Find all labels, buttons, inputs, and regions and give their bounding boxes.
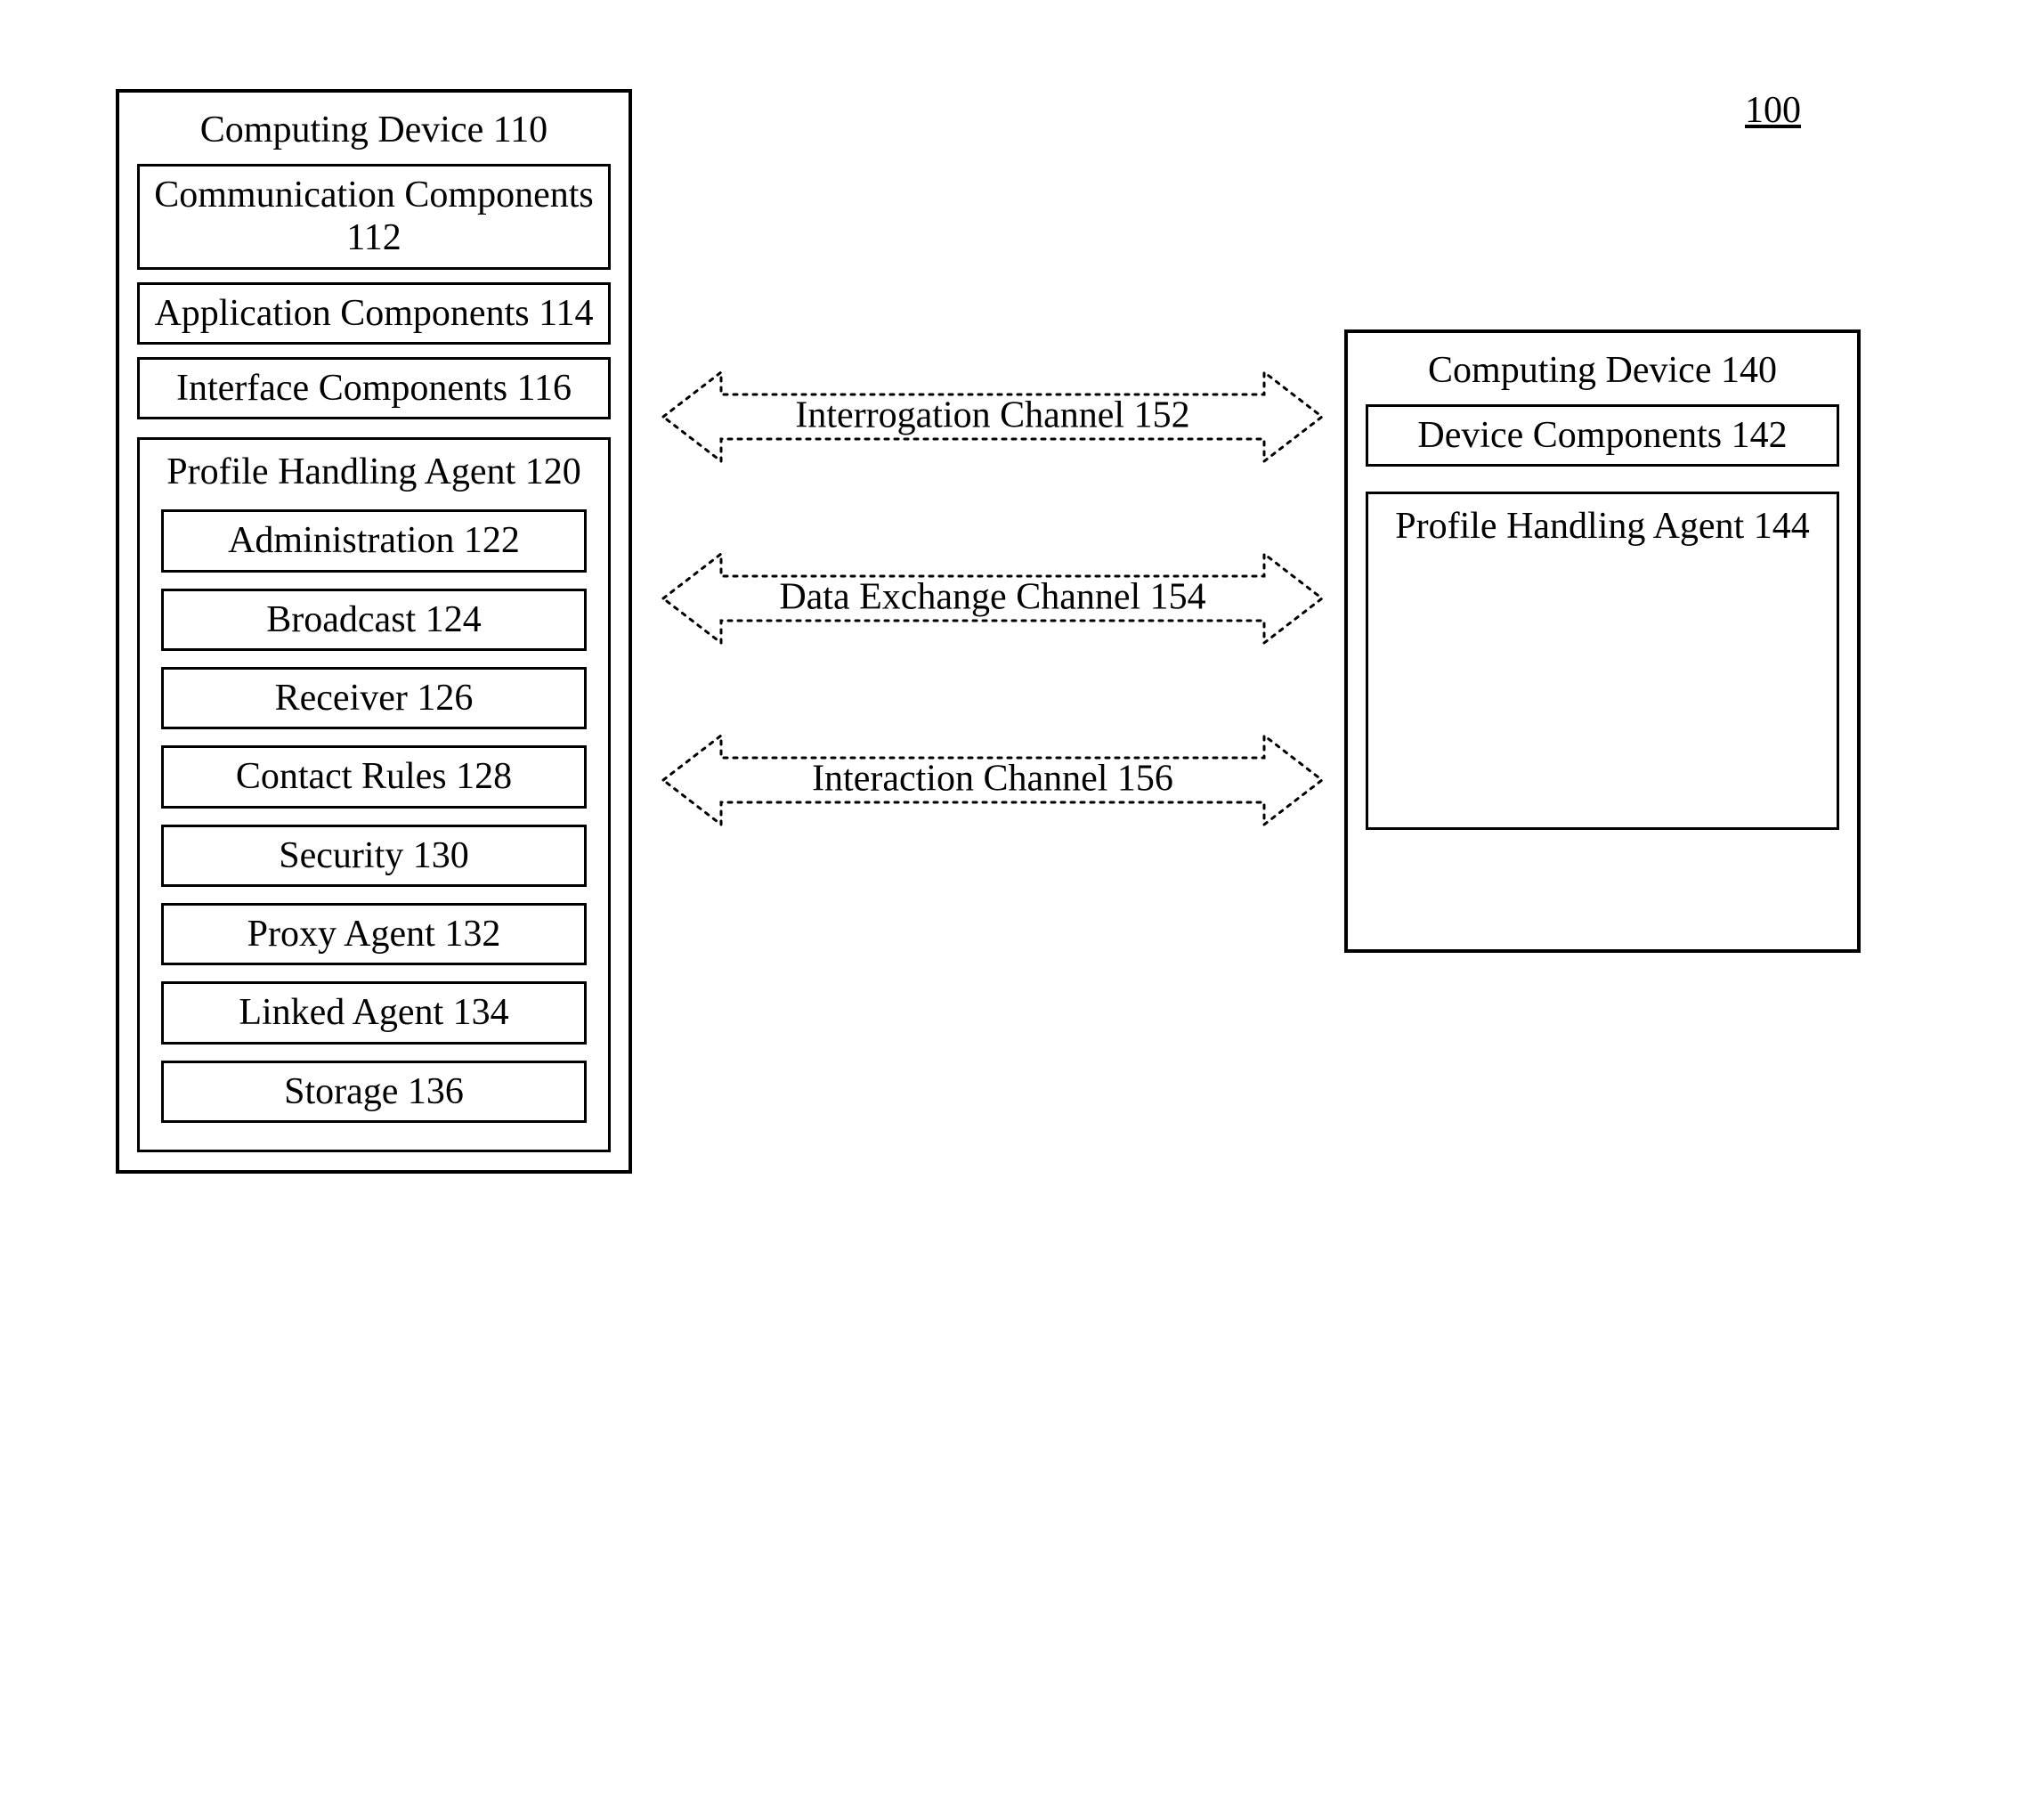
left-agent-title: Profile Handling Agent 120 (149, 451, 599, 493)
agent-component: Storage 136 (161, 1061, 587, 1123)
interrogation-channel-arrow: Interrogation Channel 152 (659, 363, 1326, 470)
figure-number: 100 (1745, 89, 1801, 132)
agent-component: Administration 122 (161, 509, 587, 572)
left-device-component: Interface Components 116 (137, 357, 611, 419)
interaction-channel-arrow: Interaction Channel 156 (659, 727, 1326, 833)
channel-label: Interaction Channel 156 (812, 759, 1173, 800)
agent-component: Receiver 126 (161, 667, 587, 729)
left-device-component: Application Components 114 (137, 282, 611, 345)
left-computing-device: Computing Device 110 Communication Compo… (116, 89, 632, 1174)
left-device-component: Communication Components 112 (137, 164, 611, 270)
right-computing-device: Computing Device 140 Device Components 1… (1344, 329, 1861, 953)
agent-component: Linked Agent 134 (161, 981, 587, 1044)
left-device-title: Computing Device 110 (132, 109, 616, 151)
channel-label: Data Exchange Channel 154 (779, 577, 1205, 618)
right-device-component: Device Components 142 (1366, 404, 1839, 467)
agent-component: Proxy Agent 132 (161, 903, 587, 965)
channel-label: Interrogation Channel 152 (795, 395, 1189, 436)
data-exchange-channel-arrow: Data Exchange Channel 154 (659, 545, 1326, 652)
diagram-canvas: 100 Computing Device 110 Communication C… (0, 0, 2044, 1805)
right-agent-title: Profile Handling Agent 144 (1377, 505, 1828, 548)
right-device-title: Computing Device 140 (1360, 349, 1845, 392)
agent-component: Broadcast 124 (161, 589, 587, 651)
agent-component: Security 130 (161, 825, 587, 887)
right-profile-handling-agent: Profile Handling Agent 144 (1366, 492, 1839, 830)
left-profile-handling-agent: Profile Handling Agent 120 Administratio… (137, 437, 611, 1152)
agent-component: Contact Rules 128 (161, 745, 587, 808)
